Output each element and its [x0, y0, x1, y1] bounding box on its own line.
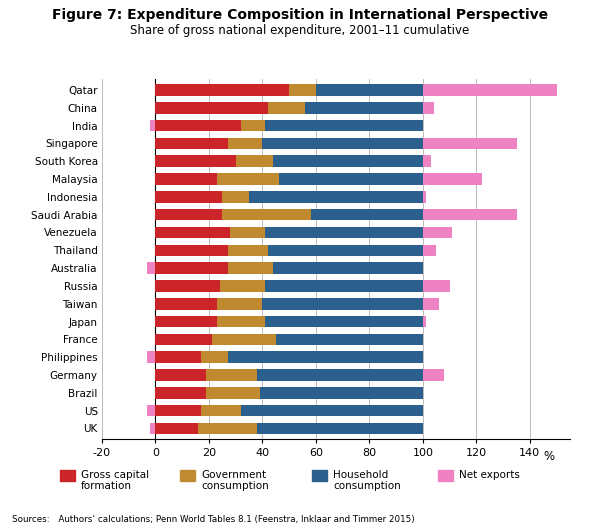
- Bar: [155, 334, 212, 345]
- Bar: [265, 316, 423, 327]
- Bar: [305, 102, 423, 114]
- Bar: [316, 84, 423, 96]
- Text: Household
consumption: Household consumption: [333, 470, 401, 491]
- Bar: [155, 84, 289, 96]
- Bar: [265, 227, 423, 238]
- Bar: [423, 156, 431, 167]
- Bar: [262, 138, 423, 149]
- Bar: [265, 280, 423, 291]
- Bar: [206, 387, 260, 398]
- Bar: [249, 191, 423, 203]
- Bar: [155, 316, 217, 327]
- Text: %: %: [543, 450, 554, 463]
- Bar: [423, 174, 482, 185]
- Bar: [236, 156, 273, 167]
- Bar: [201, 351, 227, 363]
- Bar: [423, 244, 436, 256]
- Bar: [311, 209, 423, 221]
- Bar: [230, 227, 265, 238]
- Bar: [201, 405, 241, 416]
- Bar: [155, 102, 268, 114]
- Bar: [155, 298, 217, 309]
- Bar: [148, 351, 155, 363]
- Bar: [150, 423, 155, 434]
- Bar: [257, 423, 423, 434]
- Bar: [155, 120, 241, 131]
- Bar: [155, 191, 223, 203]
- Text: Net exports: Net exports: [459, 470, 520, 480]
- Bar: [227, 244, 268, 256]
- Bar: [227, 262, 273, 274]
- Bar: [278, 174, 423, 185]
- Bar: [155, 351, 201, 363]
- Bar: [268, 244, 423, 256]
- Bar: [206, 369, 257, 381]
- Bar: [423, 316, 425, 327]
- Bar: [268, 102, 305, 114]
- Bar: [150, 120, 155, 131]
- Bar: [148, 405, 155, 416]
- Bar: [155, 369, 206, 381]
- Text: Share of gross national expenditure, 2001–11 cumulative: Share of gross national expenditure, 200…: [130, 24, 470, 37]
- Text: Gross capital
formation: Gross capital formation: [81, 470, 149, 491]
- Bar: [276, 334, 423, 345]
- Text: Sources: Authors’ calculations; Penn World Tables 8.1 (Feenstra, Inklaar and Tim: Sources: Authors’ calculations; Penn Wor…: [12, 515, 415, 524]
- Bar: [155, 138, 227, 149]
- Bar: [198, 423, 257, 434]
- Bar: [423, 369, 445, 381]
- Bar: [241, 120, 265, 131]
- Bar: [148, 262, 155, 274]
- Bar: [423, 227, 452, 238]
- Bar: [423, 84, 557, 96]
- Bar: [227, 351, 423, 363]
- Bar: [155, 174, 217, 185]
- Bar: [273, 262, 423, 274]
- Bar: [289, 84, 316, 96]
- Bar: [155, 405, 201, 416]
- Bar: [155, 423, 198, 434]
- Bar: [223, 191, 249, 203]
- Bar: [423, 138, 517, 149]
- Bar: [262, 298, 423, 309]
- Text: Figure 7: Expenditure Composition in International Perspective: Figure 7: Expenditure Composition in Int…: [52, 8, 548, 22]
- Bar: [423, 191, 425, 203]
- Bar: [423, 102, 434, 114]
- Bar: [265, 120, 423, 131]
- Bar: [241, 405, 423, 416]
- Bar: [155, 227, 230, 238]
- Bar: [227, 138, 262, 149]
- Bar: [423, 209, 517, 221]
- Bar: [217, 298, 262, 309]
- Bar: [155, 280, 220, 291]
- Bar: [220, 280, 265, 291]
- Bar: [212, 334, 276, 345]
- Text: Government
consumption: Government consumption: [201, 470, 269, 491]
- Bar: [155, 244, 227, 256]
- Bar: [260, 387, 423, 398]
- Bar: [273, 156, 423, 167]
- Bar: [257, 369, 423, 381]
- Bar: [155, 262, 227, 274]
- Bar: [217, 316, 265, 327]
- Bar: [217, 174, 278, 185]
- Bar: [223, 209, 311, 221]
- Bar: [423, 298, 439, 309]
- Bar: [155, 387, 206, 398]
- Bar: [423, 280, 449, 291]
- Bar: [155, 209, 223, 221]
- Bar: [155, 156, 236, 167]
